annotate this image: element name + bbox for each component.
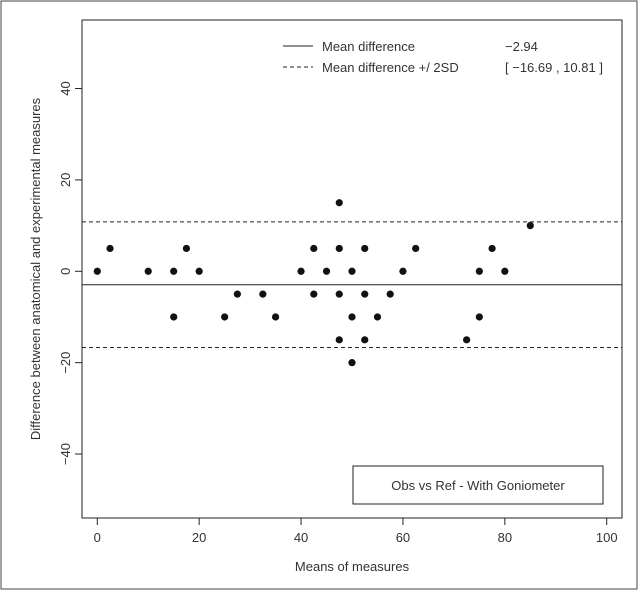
data-point — [412, 244, 420, 253]
data-points — [93, 199, 534, 367]
data-point — [475, 313, 483, 321]
data-point — [361, 244, 369, 253]
legend-mean-label: Mean difference — [322, 39, 415, 54]
data-point — [373, 313, 382, 321]
data-point — [170, 267, 178, 275]
data-point — [310, 290, 318, 298]
plot-area-border — [81, 19, 623, 519]
data-point — [310, 244, 318, 253]
y-axis-label: Difference between anatomical and experi… — [28, 97, 43, 440]
data-point — [361, 336, 369, 344]
data-point — [322, 267, 331, 275]
x-tick-label: 80 — [498, 530, 512, 545]
data-point — [335, 244, 343, 253]
y-tick-label: −20 — [58, 352, 73, 374]
data-point — [463, 336, 471, 344]
data-point — [233, 290, 241, 298]
x-axis-label: Means of measures — [295, 559, 410, 574]
data-point — [170, 313, 178, 321]
data-point — [195, 267, 203, 275]
data-point — [271, 313, 280, 321]
legend-sd-value: [ −16.69 , 10.81 ] — [505, 60, 603, 75]
data-point — [93, 267, 101, 275]
data-point — [348, 359, 356, 367]
legend-sd-label: Mean difference +/ 2SD — [322, 60, 459, 75]
data-point — [297, 267, 305, 275]
x-tick-label: 60 — [396, 530, 410, 545]
legend-mean-value: −2.94 — [505, 39, 538, 54]
data-point — [182, 244, 191, 253]
y-axis: −40 −20 0 20 40 — [58, 81, 82, 465]
data-point — [335, 199, 343, 207]
data-point — [221, 313, 229, 321]
y-tick-label: 0 — [58, 268, 73, 275]
data-point — [386, 290, 394, 298]
data-point — [526, 221, 534, 230]
data-point — [335, 336, 343, 344]
data-point — [399, 267, 407, 275]
y-tick-label: 20 — [58, 173, 73, 187]
data-point — [501, 267, 509, 275]
data-point — [335, 290, 343, 298]
data-point — [361, 290, 369, 298]
annotation-text: Obs vs Ref - With Goniometer — [391, 478, 565, 493]
y-tick-label: 40 — [58, 81, 73, 95]
x-tick-label: 40 — [294, 530, 308, 545]
data-point — [106, 244, 114, 253]
data-point — [488, 244, 496, 253]
x-tick-label: 20 — [192, 530, 206, 545]
data-point — [475, 267, 483, 275]
data-point — [259, 290, 267, 298]
x-tick-label: 0 — [94, 530, 101, 545]
data-point — [348, 267, 356, 275]
legend: Mean difference −2.94 Mean difference +/… — [283, 39, 603, 75]
y-tick-label: −40 — [58, 443, 73, 465]
data-point — [144, 267, 152, 275]
x-axis: 0 20 40 60 80 100 — [94, 518, 618, 545]
x-tick-label: 100 — [596, 530, 618, 545]
annotation-box — [352, 465, 604, 505]
data-point — [348, 313, 356, 321]
